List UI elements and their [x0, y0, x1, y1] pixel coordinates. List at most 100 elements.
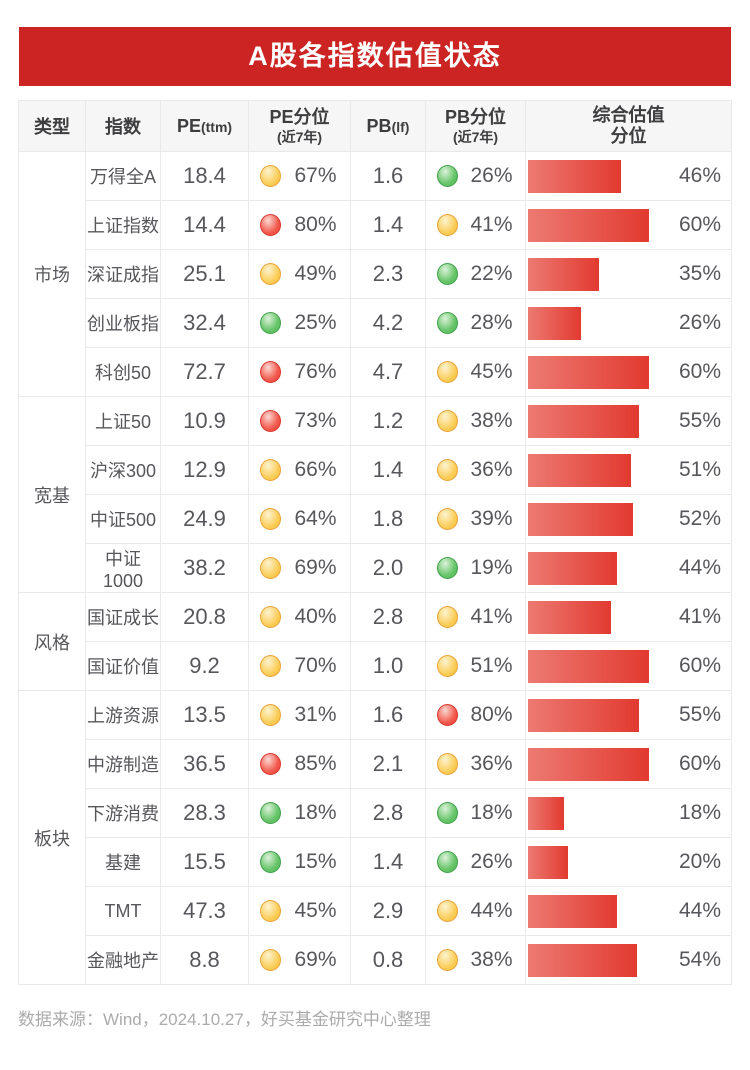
table-header: 类型 指数 PE(ttm) PE分位 (近7年) PB(lf) PB分位 (近7… — [18, 100, 732, 152]
pe-percentile: 18% — [249, 801, 350, 825]
index-name: 深证成指 — [85, 249, 161, 299]
pe-percentile: 15% — [249, 850, 350, 874]
pb-percentile: 51% — [426, 654, 525, 678]
pb-percentile: 28% — [426, 311, 525, 335]
pe-value: 24.9 — [160, 494, 249, 544]
green-signal-icon — [260, 851, 281, 873]
pb-value: 2.1 — [350, 739, 426, 789]
index-name: 上证50 — [85, 396, 161, 446]
composite-percentile-cell: 35% — [525, 249, 732, 299]
table-row: 中证1000 38.2 69% 2.0 19% 44% — [19, 543, 732, 593]
yellow-signal-icon — [437, 655, 458, 677]
pb-percentile-value: 28% — [470, 311, 513, 334]
pb-percentile-cell: 38% — [425, 935, 526, 985]
pb-percentile-cell: 41% — [425, 200, 526, 250]
composite-bar — [528, 306, 581, 340]
pb-percentile: 26% — [426, 164, 525, 188]
composite-percentile-value: 46% — [678, 164, 721, 187]
pb-label: PB — [366, 115, 392, 136]
composite-percentile: 46% — [526, 159, 731, 193]
pe-value: 25.1 — [160, 249, 249, 299]
composite-bar — [528, 600, 611, 634]
index-name: 基建 — [85, 837, 161, 887]
pb-percentile-cell: 45% — [425, 347, 526, 397]
yellow-signal-icon — [437, 410, 458, 432]
pe-label: PE — [176, 115, 201, 136]
pe-percentile-value: 80% — [294, 213, 337, 236]
pe-percentile-cell: 49% — [248, 249, 351, 299]
composite-percentile: 55% — [526, 698, 731, 732]
pb-percentile-value: 45% — [470, 360, 513, 383]
composite-bar — [528, 453, 631, 487]
table-row: 深证成指 25.1 49% 2.3 22% 35% — [19, 249, 732, 299]
pb-percentile: 41% — [426, 605, 525, 629]
col-header-pe: PE(ttm) — [160, 100, 249, 152]
pb-percentile-value: 41% — [470, 213, 513, 236]
pb-percentile: 26% — [426, 850, 525, 874]
yellow-signal-icon — [437, 949, 458, 971]
pe-percentile-cell: 25% — [248, 298, 351, 348]
pe-value: 9.2 — [160, 641, 249, 691]
pb-value: 1.6 — [350, 151, 426, 201]
pb-percentile-cell: 18% — [425, 788, 526, 838]
pe-percentile-value: 66% — [294, 458, 337, 481]
index-name: TMT — [85, 886, 161, 936]
page: A股各指数估值状态 类型 指数 PE(ttm) PE分位 (近7年) PB(lf… — [0, 27, 750, 1030]
pb-unit-label: (lf) — [391, 118, 410, 135]
pb-percentile-cell: 36% — [425, 739, 526, 789]
pb-percentile-label: PB分位 — [444, 106, 506, 127]
composite-bar — [528, 502, 633, 536]
composite-percentile: 26% — [526, 306, 731, 340]
pb-percentile-value: 19% — [470, 556, 513, 579]
pe-percentile-cell: 69% — [248, 543, 351, 593]
composite-percentile-value: 41% — [678, 605, 721, 628]
pe-value: 20.8 — [160, 592, 249, 642]
pb-percentile-value: 36% — [470, 752, 513, 775]
pb-percentile-value: 36% — [470, 458, 513, 481]
pe-value: 38.2 — [160, 543, 249, 593]
composite-percentile-value: 60% — [678, 654, 721, 677]
composite-percentile: 60% — [526, 747, 731, 781]
type-group-label: 风格 — [18, 592, 86, 691]
pb-percentile: 36% — [426, 458, 525, 482]
pe-value: 13.5 — [160, 690, 249, 740]
composite-percentile-value: 60% — [678, 752, 721, 775]
yellow-signal-icon — [437, 459, 458, 481]
table-row: 中证500 24.9 64% 1.8 39% 52% — [19, 494, 732, 544]
yellow-signal-icon — [260, 949, 281, 971]
pb-percentile-cell: 39% — [425, 494, 526, 544]
composite-percentile-cell: 60% — [525, 641, 732, 691]
pb-percentile-value: 80% — [470, 703, 513, 726]
composite-percentile-cell: 54% — [525, 935, 732, 985]
composite-percentile: 44% — [526, 894, 731, 928]
index-name: 科创50 — [85, 347, 161, 397]
table-row: 上证指数 14.4 80% 1.4 41% 60% — [19, 200, 732, 250]
index-name: 沪深300 — [85, 445, 161, 495]
composite-percentile-cell: 60% — [525, 347, 732, 397]
index-name: 上证指数 — [85, 200, 161, 250]
composite-bar — [528, 208, 649, 242]
pe-percentile: 40% — [249, 605, 350, 629]
composite-percentile: 52% — [526, 502, 731, 536]
table-row: 科创50 72.7 76% 4.7 45% 60% — [19, 347, 732, 397]
pe-percentile: 80% — [249, 213, 350, 237]
pb-percentile-cell: 22% — [425, 249, 526, 299]
composite-bar — [528, 649, 649, 683]
pe-percentile-value: 31% — [294, 703, 337, 726]
yellow-signal-icon — [437, 606, 458, 628]
composite-percentile-value: 51% — [678, 458, 721, 481]
pe-percentile-cell: 64% — [248, 494, 351, 544]
yellow-signal-icon — [437, 753, 458, 775]
red-signal-icon — [260, 753, 281, 775]
composite-percentile: 44% — [526, 551, 731, 585]
pb-percentile: 45% — [426, 360, 525, 384]
pe-percentile-label: PE分位 — [269, 106, 330, 127]
pb-value: 2.3 — [350, 249, 426, 299]
yellow-signal-icon — [260, 165, 281, 187]
pe-percentile-value: 70% — [294, 654, 337, 677]
yellow-signal-icon — [260, 263, 281, 285]
col-header-pe-percentile: PE分位 (近7年) — [248, 100, 351, 152]
pb-percentile-value: 26% — [470, 850, 513, 873]
pe-percentile: 45% — [249, 899, 350, 923]
composite-bar — [528, 698, 639, 732]
